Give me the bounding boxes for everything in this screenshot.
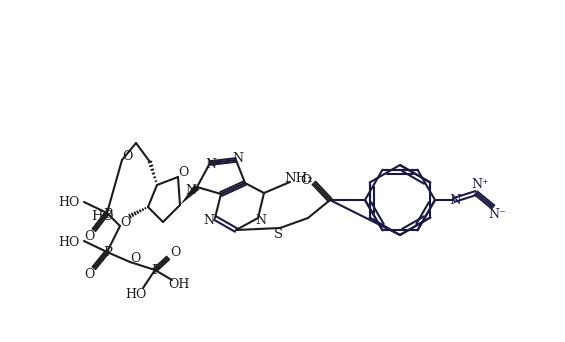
Text: O: O [84, 268, 94, 281]
Text: O: O [170, 247, 180, 260]
Text: N: N [203, 214, 215, 227]
Text: HO: HO [92, 210, 114, 224]
Text: NH₂: NH₂ [285, 171, 314, 184]
Text: N: N [206, 158, 216, 171]
Text: N: N [233, 152, 244, 165]
Text: N⁺: N⁺ [471, 179, 489, 192]
Text: HO: HO [58, 197, 80, 210]
Text: N: N [185, 184, 197, 197]
Text: P: P [151, 264, 160, 277]
Text: P: P [103, 208, 112, 221]
Text: OH: OH [168, 278, 190, 291]
Text: O: O [178, 166, 188, 179]
Text: O: O [301, 173, 311, 186]
Text: O: O [120, 216, 130, 229]
Text: N⁻: N⁻ [488, 209, 506, 222]
Text: P: P [103, 247, 112, 260]
Text: N: N [255, 214, 267, 227]
Text: S: S [273, 227, 282, 240]
Text: N: N [449, 195, 461, 208]
Polygon shape [180, 185, 199, 205]
Text: HO: HO [58, 236, 80, 249]
Text: O: O [84, 231, 94, 244]
Text: O: O [122, 150, 132, 163]
Text: HO: HO [125, 289, 147, 302]
Text: O: O [130, 252, 140, 265]
